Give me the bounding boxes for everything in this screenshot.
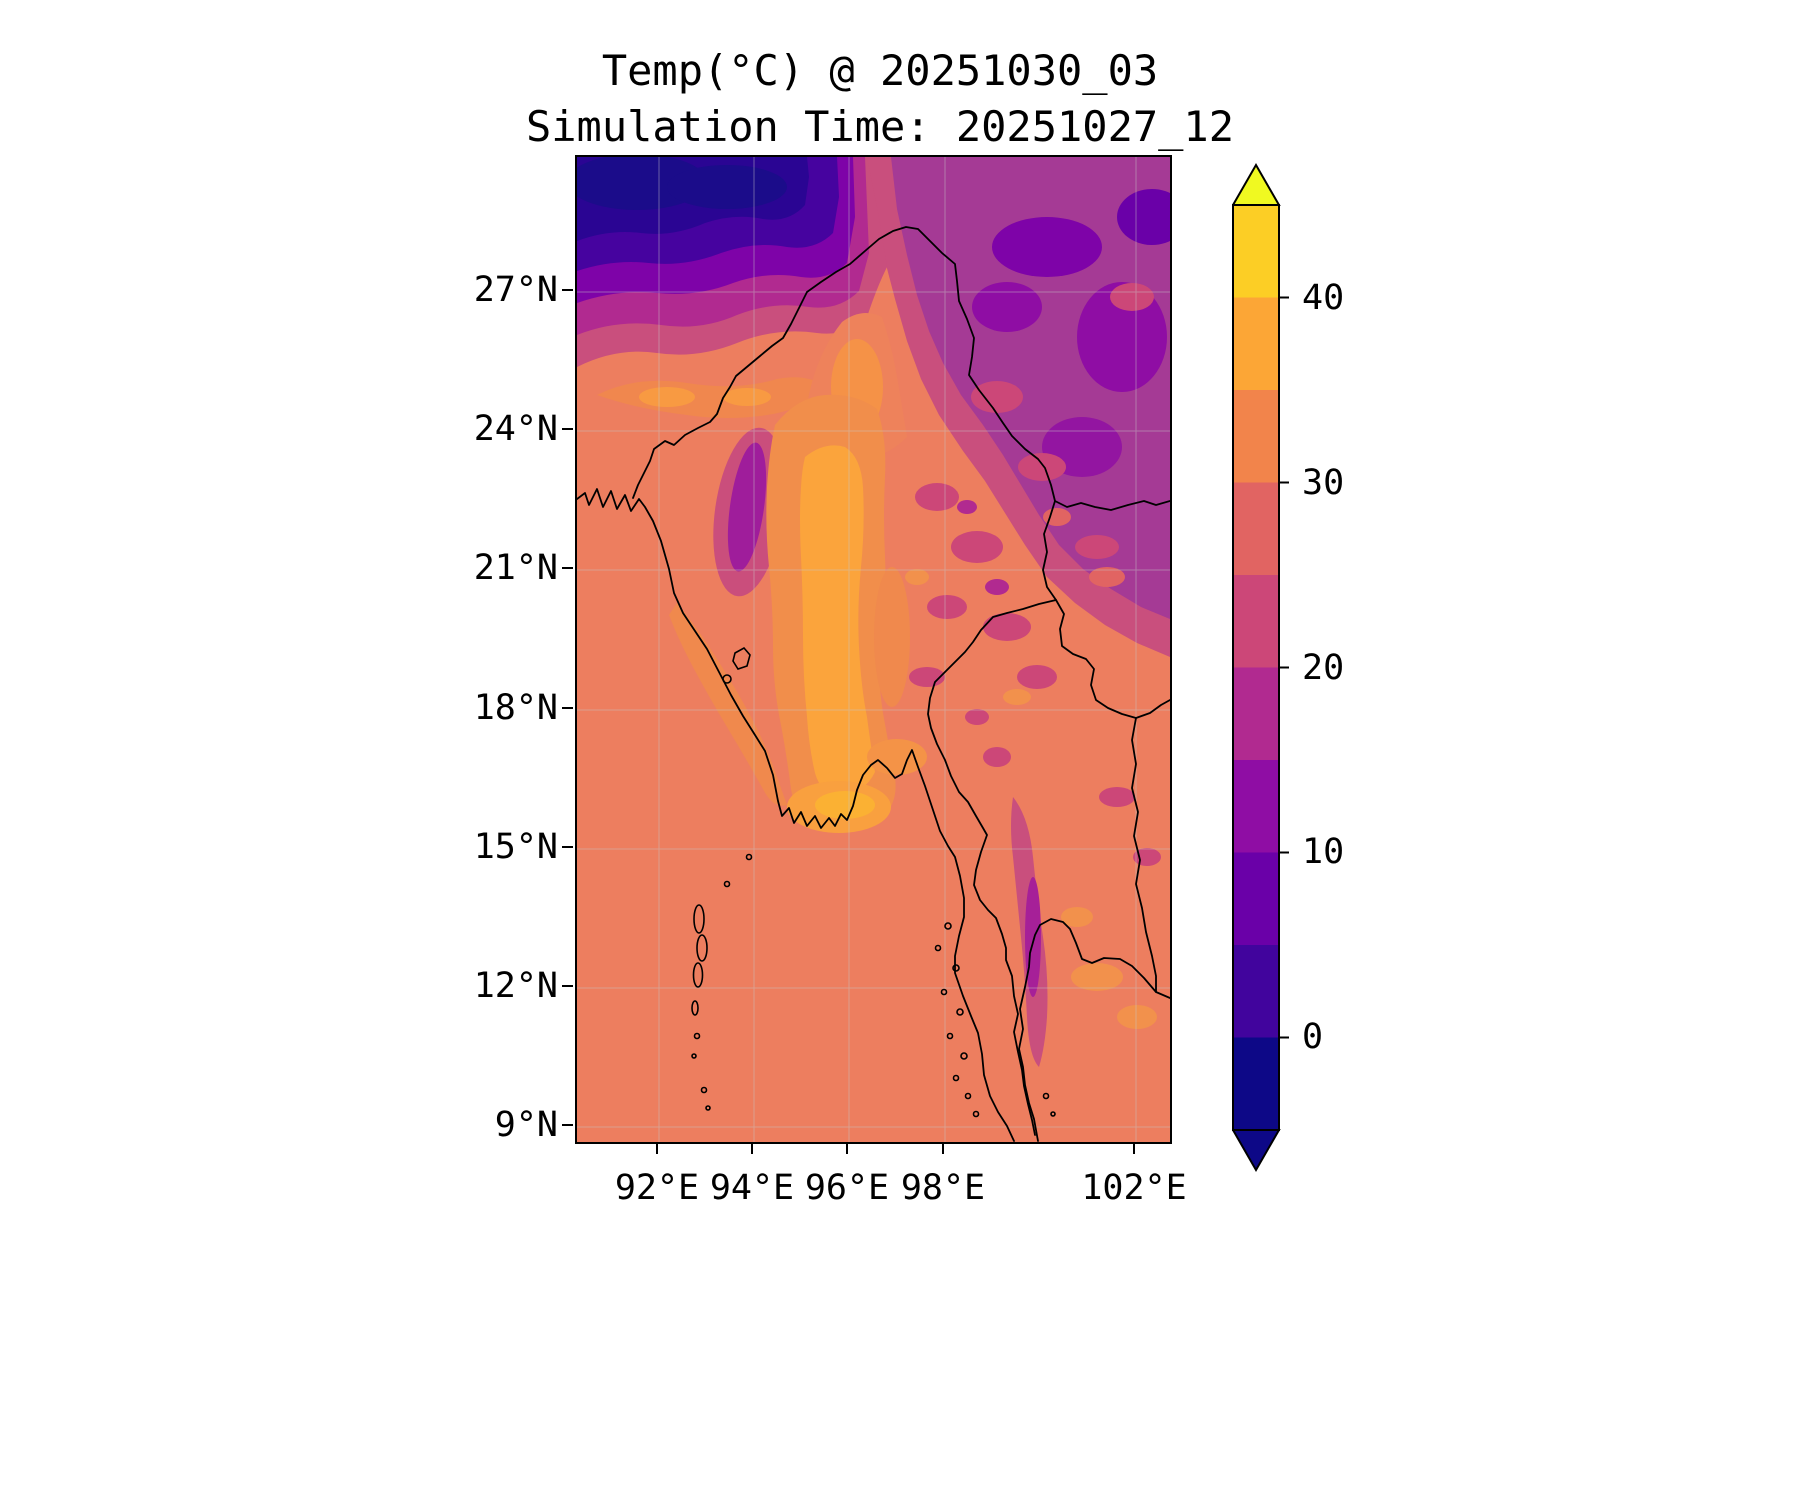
colorbar-bar bbox=[1231, 162, 1289, 1173]
colorbar-tick-label-10: 10 bbox=[1302, 832, 1345, 872]
y-axis-tick-mark bbox=[562, 707, 573, 709]
y-tick-label-12n: 12°N bbox=[473, 966, 558, 1006]
border-thailand-myanmar bbox=[927, 599, 1057, 1136]
colorbar-tick-marks bbox=[1279, 296, 1289, 1039]
border-northwest-china bbox=[632, 226, 1170, 511]
colorbar-tick-label-20: 20 bbox=[1302, 648, 1345, 688]
y-tick-label-15n: 15°N bbox=[473, 827, 558, 867]
colorbar-segment bbox=[1233, 482, 1279, 576]
border-mekong-laos bbox=[1042, 500, 1170, 719]
x-tick-label-98e: 98°E bbox=[900, 1168, 986, 1208]
y-axis-tick-mark bbox=[562, 1124, 573, 1126]
x-axis-tick-mark bbox=[656, 1143, 658, 1154]
x-tick-label-102e: 102°E bbox=[1081, 1168, 1187, 1208]
y-tick-label-27n: 27°N bbox=[473, 270, 558, 310]
colorbar-tick-label-40: 40 bbox=[1302, 278, 1345, 318]
colorbar-tick-label-30: 30 bbox=[1302, 463, 1345, 503]
colorbar-segment bbox=[1233, 667, 1279, 761]
colorbar-under-arrow bbox=[1231, 1129, 1281, 1173]
x-axis-tick-mark bbox=[1133, 1143, 1135, 1154]
grid-lines bbox=[577, 157, 1170, 1142]
border-laos-thailand bbox=[1131, 717, 1157, 993]
x-tick-label-94e: 94°E bbox=[709, 1168, 795, 1208]
y-axis-tick-mark bbox=[562, 428, 573, 430]
y-axis-tick-mark bbox=[562, 985, 573, 987]
x-tick-label-96e: 96°E bbox=[804, 1168, 890, 1208]
x-axis-tick-mark bbox=[942, 1143, 944, 1154]
colorbar-segment bbox=[1233, 297, 1279, 391]
map-plot-area bbox=[575, 155, 1172, 1144]
colorbar-segment bbox=[1233, 945, 1279, 1038]
colorbar-segment bbox=[1233, 760, 1279, 853]
temperature-field bbox=[577, 157, 1170, 1142]
colorbar-segment bbox=[1233, 852, 1279, 946]
colorbar-segment bbox=[1233, 1037, 1279, 1130]
colorbar-segment bbox=[1233, 390, 1279, 483]
plot-title: Temp(°C) @ 20251030_03 bbox=[601, 46, 1159, 95]
coastlines-and-borders bbox=[577, 226, 1170, 1142]
y-tick-label-21n: 21°N bbox=[473, 548, 558, 588]
coastline-gulf bbox=[1018, 918, 1170, 1142]
colorbar bbox=[1231, 162, 1292, 1175]
colorbar-segment bbox=[1233, 575, 1279, 668]
colorbar-over-arrow bbox=[1231, 162, 1281, 206]
x-tick-label-92e: 92°E bbox=[614, 1168, 700, 1208]
x-axis-tick-mark bbox=[751, 1143, 753, 1154]
y-tick-label-24n: 24°N bbox=[473, 409, 558, 449]
colorbar-segment bbox=[1233, 205, 1279, 298]
y-axis-tick-mark bbox=[562, 289, 573, 291]
y-axis-tick-mark bbox=[562, 567, 573, 569]
y-tick-label-18n: 18°N bbox=[473, 688, 558, 728]
colorbar-tick-label-0: 0 bbox=[1302, 1017, 1324, 1057]
islands bbox=[691, 646, 1056, 1118]
y-axis-tick-mark bbox=[562, 846, 573, 848]
y-tick-label-9n: 9°N bbox=[494, 1105, 558, 1145]
x-axis-tick-mark bbox=[846, 1143, 848, 1154]
coastline-west bbox=[577, 488, 1015, 1142]
plot-subtitle: Simulation Time: 20251027_12 bbox=[525, 102, 1234, 151]
temperature-contour-map bbox=[577, 157, 1170, 1142]
